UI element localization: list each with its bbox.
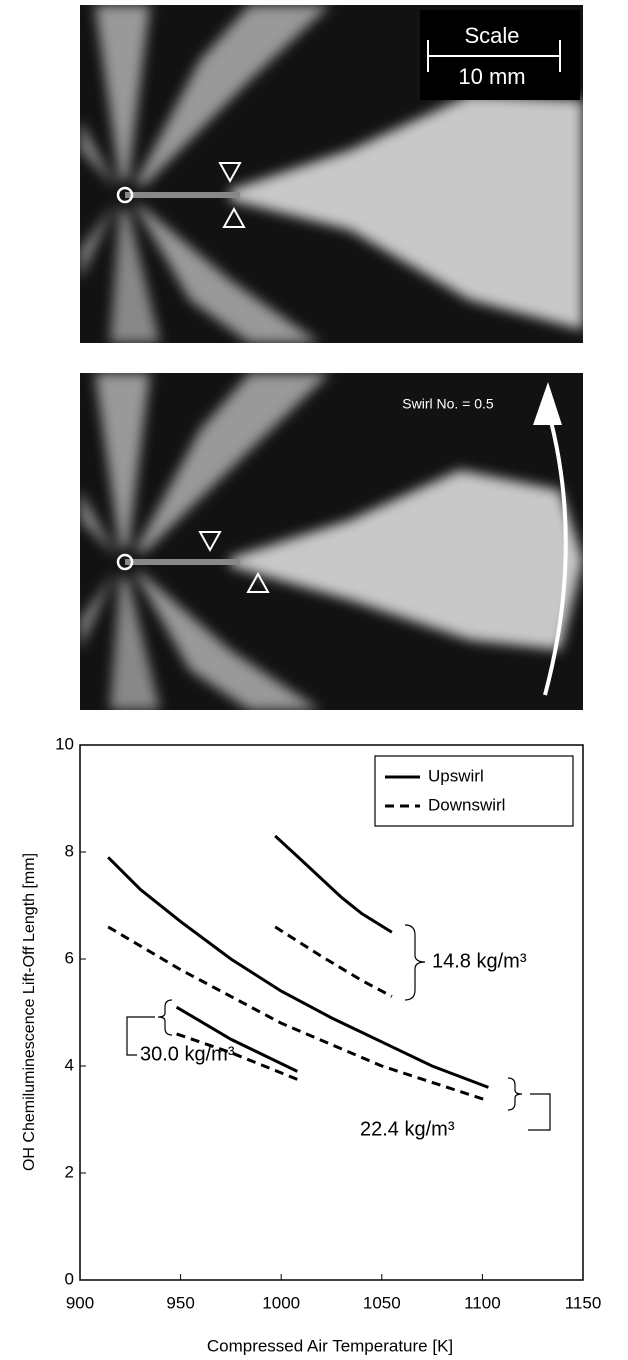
chart: Compressed Air Temperature [K] OH Chemil… xyxy=(21,734,601,1355)
y-tick-label: 0 xyxy=(65,1269,74,1288)
x-axis-label: Compressed Air Temperature [K] xyxy=(207,1336,453,1355)
annotation: 22.4 kg/m³ xyxy=(360,1118,455,1140)
scale-label: Scale xyxy=(464,23,519,48)
y-axis-label: OH Chemiluminescence Lift-Off Length [mm… xyxy=(21,853,38,1171)
annotation: 30.0 kg/m³ xyxy=(140,1043,235,1065)
y-tick-label: 2 xyxy=(65,1162,74,1181)
y-tick-label: 6 xyxy=(65,948,74,967)
y-tick-label: 8 xyxy=(65,841,74,860)
legend-label: Upswirl xyxy=(428,766,484,785)
x-tick-label: 1100 xyxy=(464,1293,501,1312)
y-tick-label: 10 xyxy=(55,734,74,753)
figure: Scale 10 mm Swirl No. = 0.5 Compressed A… xyxy=(0,0,628,1360)
x-tick-label: 900 xyxy=(66,1293,94,1312)
x-tick-label: 1050 xyxy=(363,1293,401,1312)
x-tick-label: 1150 xyxy=(565,1293,602,1312)
y-tick-label: 4 xyxy=(65,1055,74,1074)
annotation: 14.8 kg/m³ xyxy=(432,950,527,972)
scale-value: 10 mm xyxy=(458,64,525,89)
spray-image-swirl: Swirl No. = 0.5 xyxy=(80,373,583,710)
legend-label: Downswirl xyxy=(428,795,505,814)
spray-image-top: Scale 10 mm xyxy=(80,5,583,343)
swirl-label: Swirl No. = 0.5 xyxy=(402,396,494,412)
x-tick-label: 1000 xyxy=(262,1293,300,1312)
x-tick-label: 950 xyxy=(166,1293,194,1312)
